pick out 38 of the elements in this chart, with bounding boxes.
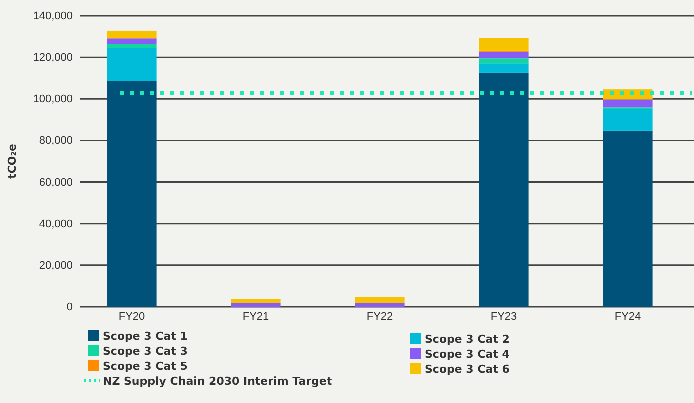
bar bbox=[107, 81, 157, 307]
bar bbox=[603, 100, 653, 108]
bar bbox=[231, 299, 281, 304]
bar bbox=[603, 130, 653, 307]
y-axis-title: tCO₂e bbox=[6, 144, 19, 179]
bar bbox=[355, 303, 405, 307]
x-tick-label: FY22 bbox=[366, 310, 394, 323]
bar bbox=[107, 38, 157, 44]
bar bbox=[603, 109, 653, 131]
legend-label: Scope 3 Cat 4 bbox=[425, 348, 510, 361]
y-tick-label: 100,000 bbox=[33, 94, 73, 106]
bar bbox=[479, 52, 529, 59]
y-tick-label: 80,000 bbox=[39, 135, 73, 148]
x-tick-label: FY24 bbox=[614, 310, 642, 323]
x-tick-label: FY20 bbox=[118, 310, 146, 323]
y-tick-label: 0 bbox=[66, 302, 73, 314]
y-tick-label: 20,000 bbox=[39, 260, 73, 272]
bar bbox=[231, 303, 281, 307]
bar bbox=[355, 297, 405, 304]
y-tick-label: 60,000 bbox=[39, 176, 73, 189]
y-tick-label: 120,000 bbox=[33, 52, 73, 64]
bar bbox=[479, 64, 529, 73]
legend-label: Scope 3 Cat 1 bbox=[103, 330, 188, 343]
legend-label: Scope 3 Cat 2 bbox=[425, 333, 510, 346]
x-tick-label: FY23 bbox=[490, 310, 518, 323]
y-tick-label: 140,000 bbox=[33, 10, 73, 23]
legend-label: Scope 3 Cat 5 bbox=[103, 360, 188, 373]
bar bbox=[107, 48, 157, 82]
x-tick-label: FY21 bbox=[242, 310, 270, 323]
y-tick-label: 40,000 bbox=[39, 218, 73, 230]
legend-label: NZ Supply Chain 2030 Interim Target bbox=[103, 375, 332, 388]
bar bbox=[107, 44, 157, 48]
bar bbox=[107, 30, 157, 38]
legend-label: Scope 3 Cat 3 bbox=[103, 345, 188, 358]
bar bbox=[479, 72, 529, 307]
legend-label: Scope 3 Cat 6 bbox=[425, 363, 510, 376]
bar bbox=[479, 58, 529, 64]
bar bbox=[479, 38, 529, 51]
